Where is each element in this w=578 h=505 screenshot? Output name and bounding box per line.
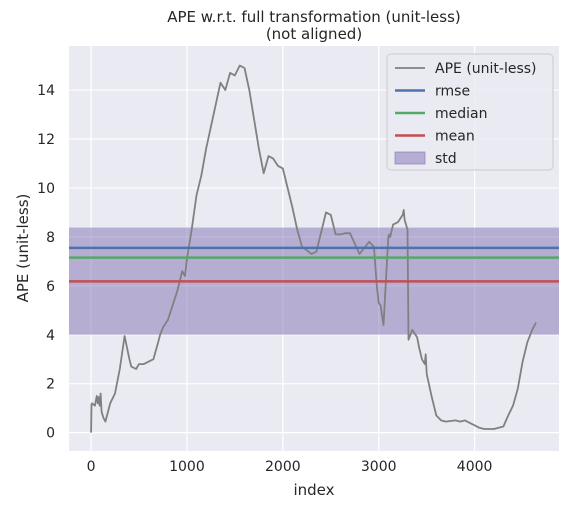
chart-title-line2: (not aligned): [266, 25, 362, 43]
y-tick-label: 8: [46, 230, 55, 246]
legend-label-mean: mean: [435, 129, 475, 145]
x-tick-label: 0: [87, 459, 96, 475]
tick-labels: 0 1000 2000 3000 4000 0 2 4 6 8 10 12 14: [37, 83, 492, 475]
legend-label-median: median: [435, 106, 487, 122]
x-tick-label: 1000: [169, 459, 205, 475]
y-tick-label: 4: [46, 328, 55, 344]
y-tick-label: 0: [46, 426, 55, 442]
y-tick-label: 12: [37, 132, 55, 148]
y-tick-label: 6: [46, 279, 55, 295]
ape-series-line: [90, 64, 537, 433]
series-layer: [90, 64, 537, 433]
legend-label-ape: APE (unit-less): [435, 61, 537, 77]
chart-title-line1: APE w.r.t. full transformation (unit-les…: [167, 8, 461, 26]
y-tick-label: 14: [37, 83, 55, 99]
x-tick-label: 2000: [265, 459, 301, 475]
y-tick-label: 10: [37, 181, 55, 197]
y-tick-label: 2: [46, 377, 55, 393]
legend-label-std: std: [435, 151, 457, 167]
legend-box: [386, 53, 554, 171]
x-axis-label: index: [293, 481, 334, 499]
x-tick-label: 3000: [361, 459, 397, 475]
y-axis-label: APE (unit-less): [14, 194, 32, 303]
stat-lines-layer: [69, 246, 559, 283]
x-tick-label: 4000: [457, 459, 493, 475]
legend-label-rmse: rmse: [435, 84, 470, 100]
legend-swatch-std: [394, 151, 426, 165]
legend: APE (unit-less) rmse median mean std: [386, 53, 554, 171]
